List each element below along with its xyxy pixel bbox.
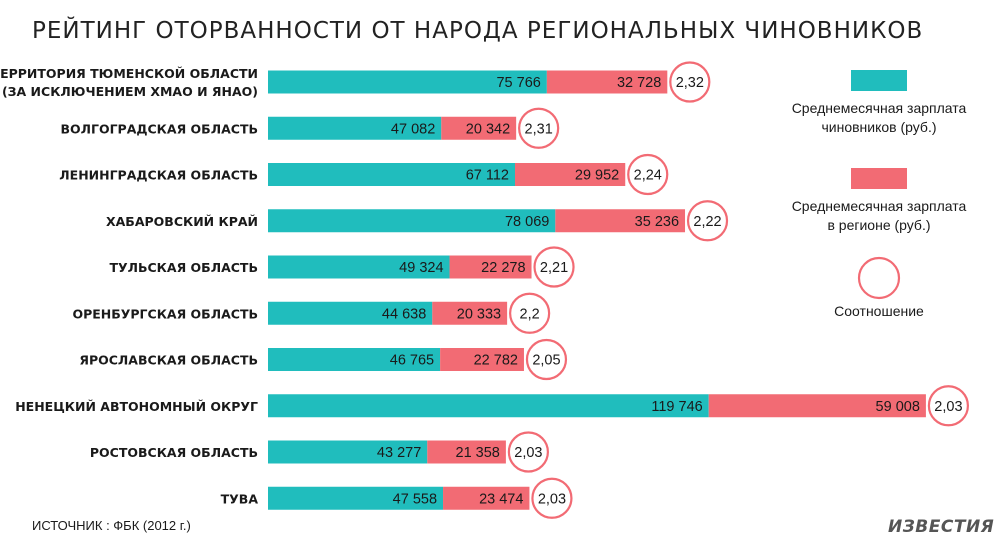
legend-label: Соотношение [834, 303, 924, 319]
logo-background [884, 513, 974, 539]
legend-label: в регионе (руб.) [827, 217, 930, 233]
legend-ratio-circle [857, 256, 901, 300]
bars-group: ТЕРРИТОРИЯ ТЮМЕНСКОЙ ОБЛАСТИ (ЗА ИСКЛЮЧЕН… [0, 61, 970, 519]
category-label: ХАБАРОВСКИЙ КРАЙ [106, 214, 258, 229]
bar-officials-salary [268, 255, 450, 279]
category-label: ТЕРРИТОРИЯ ТЮМЕНСКОЙ ОБЛАСТИ (ЗА ИСКЛЮЧЕН… [0, 66, 258, 99]
bar-region-salary [443, 486, 530, 510]
value-label-region: 21 358 [456, 445, 500, 461]
value-label-officials: 78 069 [505, 214, 549, 230]
source-note: ИСТОЧНИК : ФБК (2012 г.) [32, 518, 191, 533]
ratio-label: 2,21 [540, 260, 568, 276]
value-label-region: 29 952 [575, 168, 619, 184]
ratio-circle [509, 292, 551, 334]
value-label-region: 35 236 [635, 214, 679, 230]
legend-swatch-officials [851, 70, 907, 91]
value-label-officials: 119 746 [651, 399, 702, 415]
category-label: НЕНЕЦКИЙ АВТОНОМНЫЙ ОКРУГ [15, 399, 258, 414]
legend-label: чиновников (руб.) [821, 119, 936, 135]
value-label-region: 22 782 [474, 353, 518, 369]
value-label-officials: 46 765 [390, 353, 434, 369]
legend-label: Среднемесячная зарплата [792, 100, 967, 116]
bar-officials-salary [268, 70, 547, 94]
bar-officials-salary [268, 394, 709, 418]
bar-region-salary [449, 255, 532, 279]
bar-region-salary [432, 301, 508, 325]
bar-officials-salary [268, 348, 441, 371]
value-label-officials: 49 324 [399, 260, 443, 276]
category-label: ТУВА [221, 491, 259, 506]
bar-region-salary [441, 116, 517, 140]
category-label-line: ТЕРРИТОРИЯ ТЮМЕНСКОЙ ОБЛАСТИ [0, 66, 258, 81]
category-label: ВОЛГОГРАДСКАЯ ОБЛАСТЬ [60, 121, 258, 136]
value-label-officials: 67 112 [466, 168, 509, 184]
value-label-region: 20 333 [457, 306, 501, 322]
ratio-label: 2,31 [525, 121, 553, 137]
bar-officials-salary [268, 486, 444, 510]
legend: Среднемесячная зарплата чиновников (руб.)… [792, 70, 967, 319]
ratio-label: 2,03 [538, 491, 566, 507]
bar-officials-salary [268, 440, 428, 464]
bar-officials-salary [268, 209, 556, 233]
category-label: ТУЛЬСКАЯ ОБЛАСТЬ [109, 260, 258, 275]
ratio-label: 2,03 [934, 399, 962, 415]
ratio-label: 2,32 [676, 75, 704, 91]
value-label-officials: 47 082 [391, 121, 435, 137]
value-label-region: 59 008 [876, 399, 920, 415]
ratio-circle [686, 200, 729, 242]
legend-swatch-region [851, 168, 907, 189]
ratio-circle [525, 338, 568, 381]
value-label-region: 22 278 [481, 260, 525, 276]
ratio-label: 2,22 [693, 214, 721, 230]
value-label-officials: 47 558 [393, 491, 437, 507]
category-label: ОРЕНБУРГСКАЯ ОБЛАСТЬ [72, 306, 258, 321]
bar-region-salary [708, 394, 926, 418]
category-label: ЯРОСЛАВСКАЯ ОБЛАСТЬ [79, 353, 258, 368]
ratio-circle [518, 107, 560, 149]
bar-region-salary [427, 440, 506, 464]
value-label-region: 20 342 [466, 121, 510, 137]
ratio-circle [669, 61, 711, 103]
bar-officials-salary [268, 301, 433, 325]
value-label-officials: 43 277 [377, 445, 421, 461]
ratio-circle [533, 246, 575, 288]
ratio-label: 2,03 [514, 445, 542, 461]
ratio-circle [531, 477, 573, 519]
value-label-region: 32 728 [617, 75, 661, 91]
bar-region-salary [515, 163, 626, 186]
bar-region-salary [440, 348, 524, 371]
value-label-region: 23 474 [479, 491, 523, 507]
bar-officials-salary [268, 116, 442, 140]
category-label: РОСТОВСКАЯ ОБЛАСТЬ [90, 445, 258, 460]
category-label-line: (ЗА ИСКЛЮЧЕНИЕМ ХМАО И ЯНАО) [2, 84, 258, 99]
ratio-label: 2,05 [532, 353, 560, 369]
legend-label: Среднемесячная зарплата [792, 198, 967, 214]
bar-officials-salary [268, 163, 516, 186]
ratio-label: 2,2 [520, 306, 540, 322]
value-label-officials: 44 638 [382, 306, 426, 322]
ratio-label: 2,24 [634, 168, 662, 184]
ratio-circle [927, 385, 970, 427]
value-label-officials: 75 766 [496, 75, 540, 91]
bar-region-salary [555, 209, 686, 233]
chart-title: РЕЙТИНГ ОТОРВАННОСТИ ОТ НАРОДА РЕГИОНАЛЬ… [32, 16, 923, 44]
izvestia-logo: ИЗВЕСТИЯ [888, 517, 994, 537]
ratio-circle [627, 153, 669, 196]
ratio-circle [507, 431, 549, 473]
category-label: ЛЕНИНГРАДСКАЯ ОБЛАСТЬ [59, 168, 258, 183]
bar-region-salary [546, 70, 668, 94]
